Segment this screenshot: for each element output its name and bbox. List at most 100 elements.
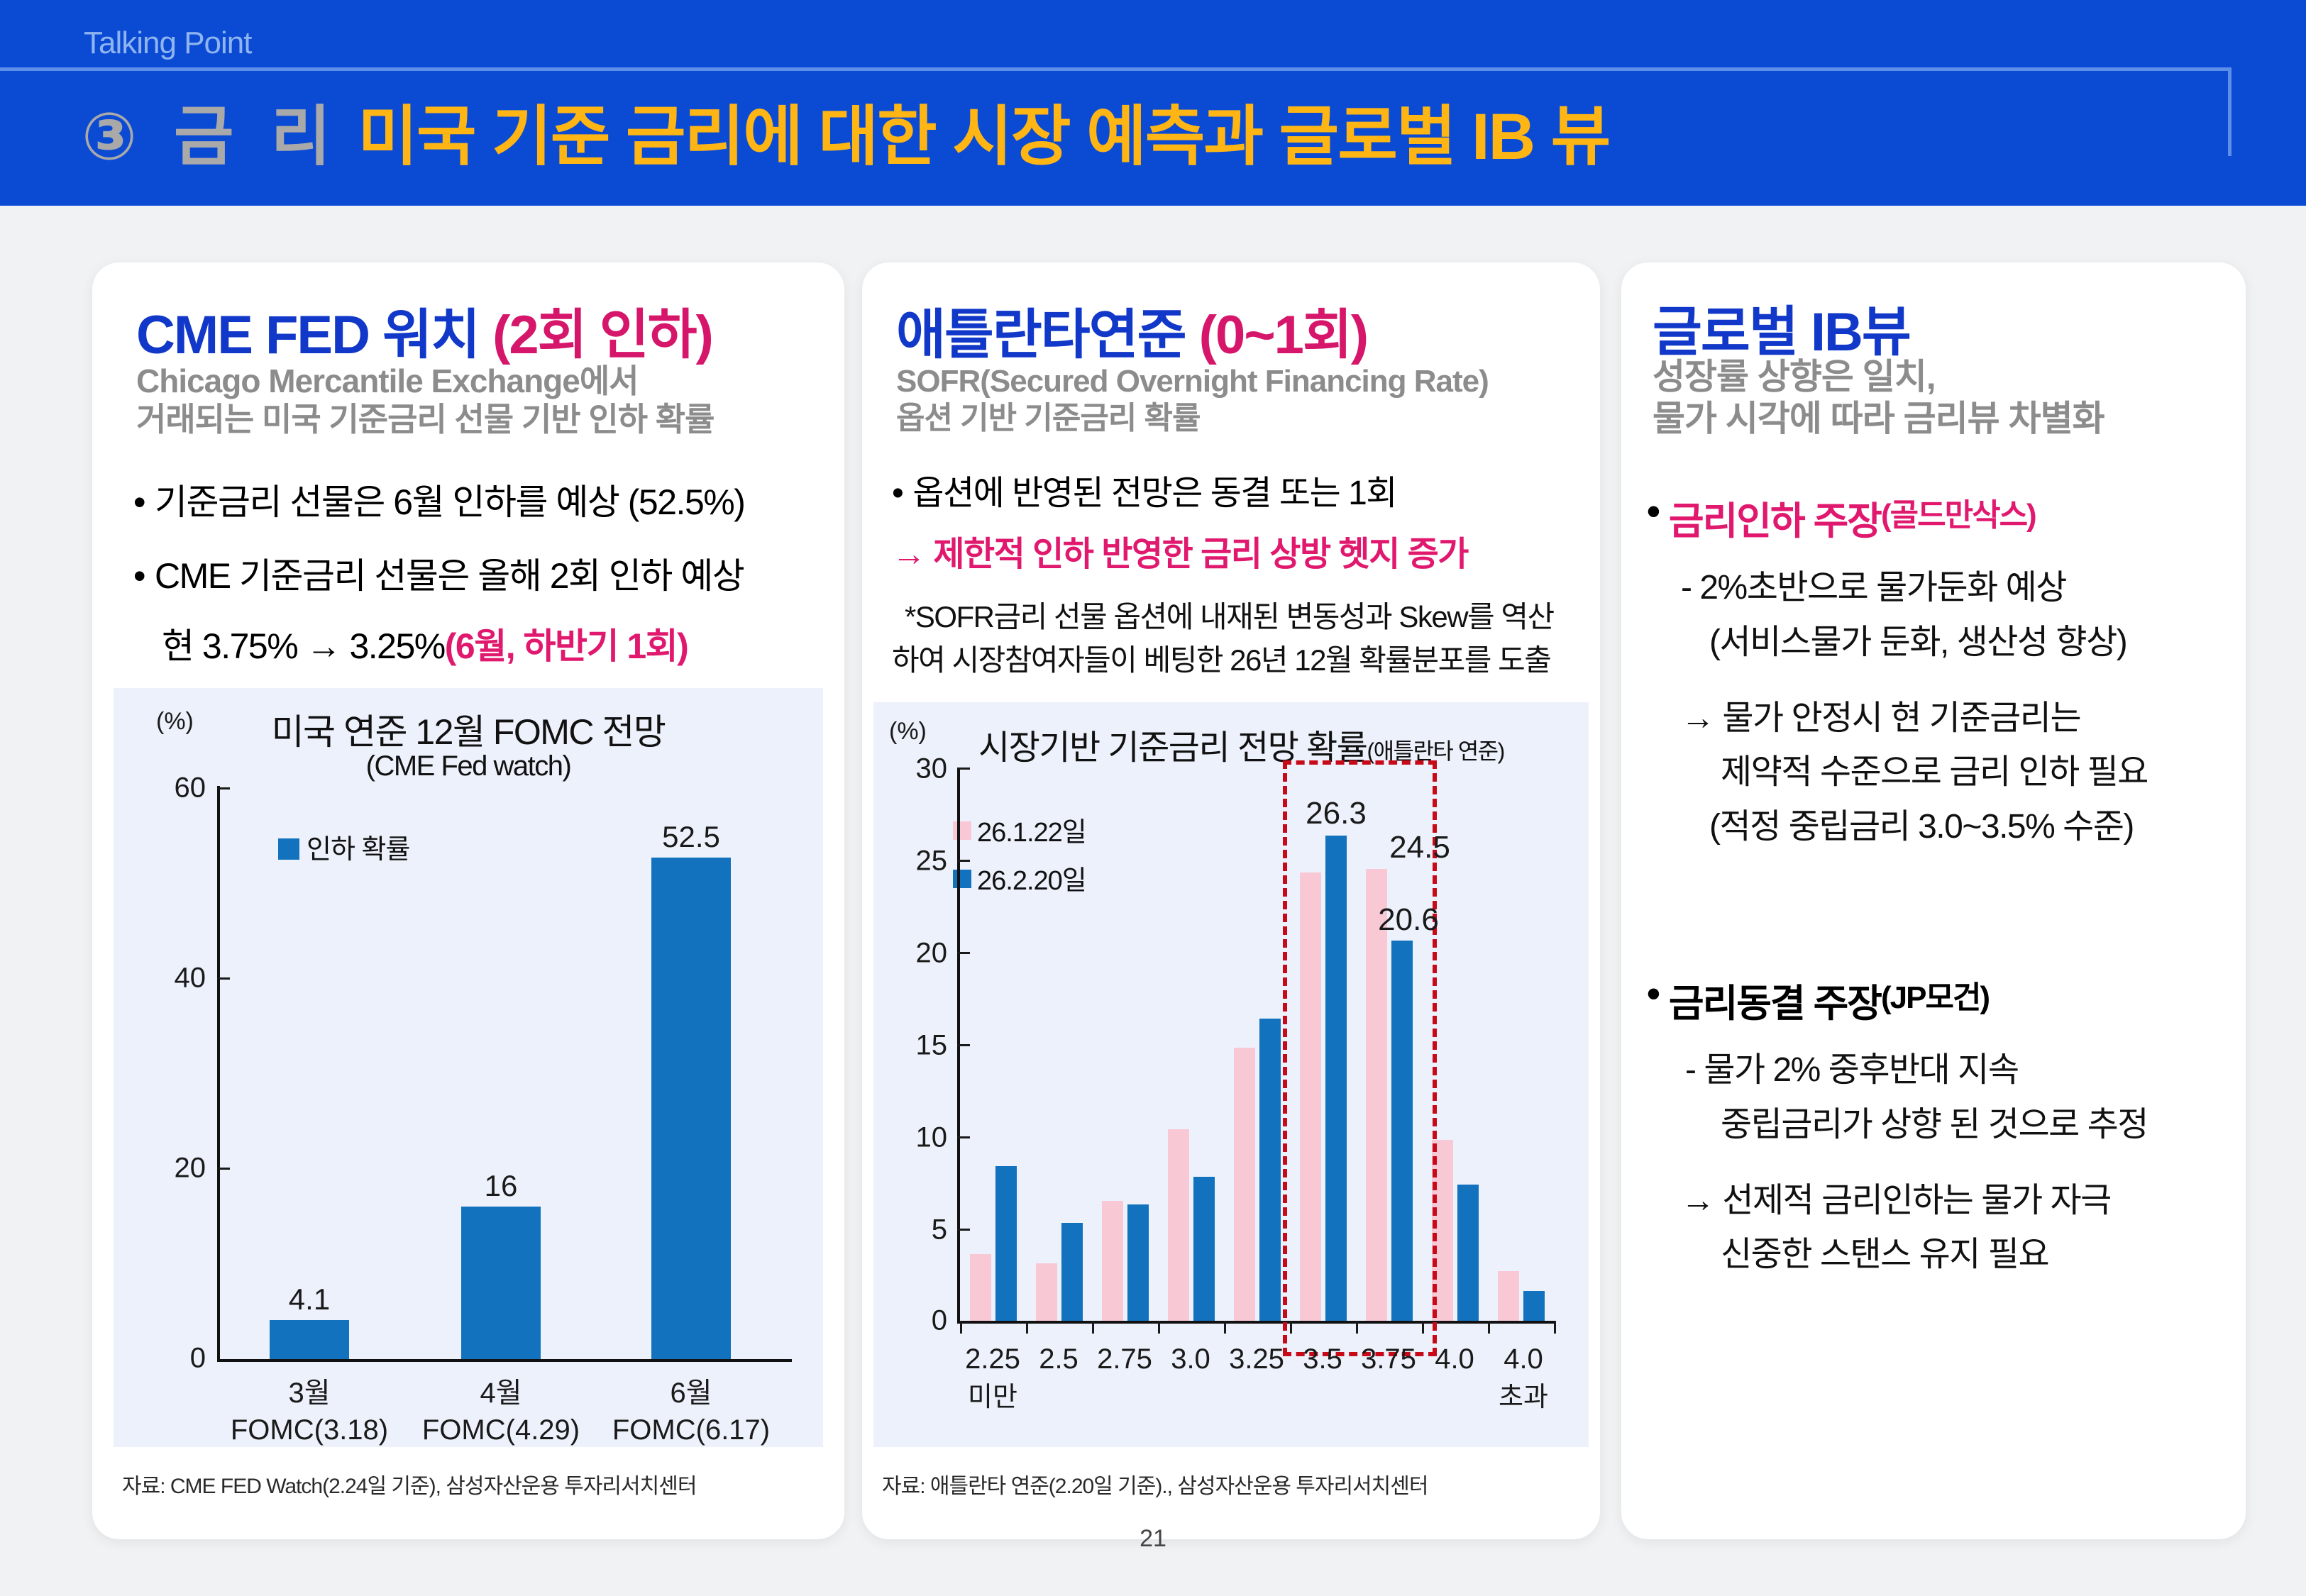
chart2-bar-40over-a (1498, 1271, 1519, 1321)
chart2-tick-10 (957, 1136, 970, 1138)
chart2-ytick-15: 15 (915, 1029, 948, 1061)
chart2-bar-375-b (1391, 941, 1413, 1321)
page-number: 21 (1140, 1525, 1166, 1552)
chart2-xtick-2 (1092, 1321, 1094, 1334)
panel3-item2-lines: - 물가 2% 중후반대 지속 중립금리가 상향 된 것으로 추정 → 선제적 … (1647, 1043, 2236, 1282)
chart2-xcat-275: 2.75 (1097, 1343, 1152, 1375)
panel1-bullet-2-line2: 현 3.75% → 3.25% (6월, 하반기 1회) (162, 619, 744, 675)
chart1-title: 미국 연준 12월 FOMC 전망 (271, 712, 666, 752)
chart2-xcat-225: 2.25 (965, 1343, 1020, 1375)
chart2-unit-label: (%) (889, 718, 927, 745)
chart1-xcat-mar-l2: FOMC(3.18) (230, 1414, 389, 1446)
chart1-unit-label: (%) (156, 708, 194, 735)
chart2-legend-swatch-1 (953, 821, 971, 840)
chart2-bar-40over-b (1523, 1291, 1545, 1321)
chart1-legend-swatch (278, 838, 299, 860)
chart2-tick-30 (957, 767, 970, 770)
chart1-xcat-apr-l2: FOMC(4.29) (421, 1414, 580, 1446)
panel1-title-main: CME FED 워치 (136, 305, 480, 365)
chart2-xcat-30: 3.0 (1171, 1343, 1210, 1375)
panel1-subtitle-line1: Chicago Mercantile Exchange에서 (136, 362, 639, 399)
chart2-xsub-225: 미만 (968, 1382, 1017, 1412)
chart2-ytick-30: 30 (915, 753, 948, 785)
chart2-tick-15 (957, 1044, 970, 1046)
chart1-xcat-mar: 3월 FOMC(3.18) (231, 1375, 388, 1448)
panel2-title-paren: (0~1회) (1198, 305, 1369, 365)
panel3-item-1: • 금리인하 주장 (골드만삭스) - 2%초반으로 물가둔화 예상 (서비스물… (1647, 489, 2236, 855)
panel-atlanta-fed: 애틀란타연준 (0~1회) SOFR(Secured Overnight Fin… (862, 262, 1600, 1539)
panel1-bullet-1: • 기준금리 선물은 6월 인하를 예상 (52.5%) (133, 475, 746, 531)
bullet-dot-icon: • (1647, 972, 1660, 1015)
chart2-xtick-6 (1356, 1321, 1358, 1334)
chart1-ytick-40: 40 (174, 962, 206, 994)
panel3-item1-head-b: (골드만삭스) (1881, 498, 2037, 533)
chart2-xcat-325: 3.25 (1229, 1343, 1284, 1375)
chart1-x-axis (217, 1359, 792, 1362)
chart2-ytick-0: 0 (931, 1304, 947, 1336)
chart2-xcat-25: 2.5 (1039, 1343, 1078, 1375)
panel1-bullet-1-text: 기준금리 선물은 6월 인하를 예상 (52.5%) (155, 482, 746, 522)
panel2-subtitle: SOFR(Secured Overnight Financing Rate) 옵… (896, 363, 1489, 437)
panel3-item1-line5: (적정 중립금리 3.0~3.5% 수준) (1709, 808, 2134, 846)
panel2-bullet-1-text: 옵션에 반영된 전망은 동결 또는 1회 (912, 475, 1397, 512)
chart2-bar-30-a (1168, 1129, 1189, 1321)
panel2-bullets: • 옵션에 반영된 전망은 동결 또는 1회 → 제한적 인하 반영한 금리 상… (892, 468, 1469, 580)
panel2-arrow-note: → 제한적 인하 반영한 금리 상방 헷지 증가 (892, 536, 1469, 573)
chart2-plot-area: 26.3 24.5 20.6 (960, 760, 1555, 1356)
chart1-label-apr: 16 (484, 1169, 518, 1202)
panel3-item-2: • 금리동결 주장 (JP모건) - 물가 2% 중후반대 지속 중립금리가 상… (1647, 972, 2236, 1282)
panel3-item2-head-b: (JP모건) (1881, 980, 1990, 1015)
bullet-dot-icon: • (892, 475, 904, 512)
chart2-ytick-10: 10 (915, 1121, 948, 1153)
chart1-bar-jun (651, 858, 731, 1359)
chart2-bar-325-b (1259, 1019, 1281, 1321)
page-title: ③ 금 리 미국 기준 금리에 대한 시장 예측과 글로벌 IB 뷰 (82, 84, 1611, 178)
eyebrow-label: Talking Point (84, 26, 252, 60)
panel3-item2-line1: - 물가 2% 중후반대 지속 (1685, 1051, 2019, 1089)
panel3-subtitle-line2: 물가 시각에 따라 금리뷰 차별화 (1653, 399, 2105, 438)
panel3-item2-head: • 금리동결 주장 (JP모건) (1647, 972, 2236, 1028)
panel2-title: 애틀란타연준 (0~1회) (896, 291, 1369, 369)
chart1-bar-apr (461, 1207, 541, 1359)
chart2-bar-325-a (1234, 1048, 1255, 1321)
panel3-item1-head-a: 금리인하 주장 (1668, 500, 1882, 543)
chart2-xtick-1 (1026, 1321, 1028, 1334)
chart1-xcat-jun-l2: FOMC(6.17) (612, 1414, 771, 1446)
chart2-tick-5 (957, 1229, 970, 1231)
panel2-subtitle-line2: 옵션 기반 기준금리 확률 (896, 400, 1201, 436)
chart2-label-263: 26.3 (1306, 796, 1367, 831)
chart-fomc-outlook: (%) 미국 연준 12월 FOMC 전망 (CME Fed watch) 인하… (114, 688, 823, 1447)
chart2-legend-swatch-2 (953, 870, 971, 888)
chart2-bar-35-b (1325, 836, 1347, 1321)
chart2-bar-275-b (1127, 1204, 1149, 1321)
panel3-item1-lines: - 2%초반으로 물가둔화 예상 (서비스물가 둔화, 생산성 향상) → 물가… (1647, 561, 2236, 855)
section-number: ③ 금 리 (82, 99, 338, 174)
chart1-y-axis (217, 786, 220, 1361)
chart2-highlight-box (1283, 760, 1437, 1356)
chart2-x-axis (957, 1321, 1555, 1324)
panel2-subtitle-line1: SOFR(Secured Overnight Financing Rate) (896, 364, 1489, 399)
panel1-rate-note: (6월, 하반기 1회) (444, 626, 689, 666)
panel3-subtitle-line1: 성장률 상향은 일치, (1653, 357, 1936, 397)
panel1-title-paren: (2회 인하) (492, 305, 714, 365)
chart2-tick-20 (957, 952, 970, 954)
panel3-subtitle: 성장률 상향은 일치, 물가 시각에 따라 금리뷰 차별화 (1653, 356, 2105, 440)
header-divider-vertical (2228, 67, 2231, 156)
chart1-ytick-20: 20 (174, 1152, 206, 1184)
chart1-label-jun: 52.5 (662, 820, 720, 853)
chart1-tick-20 (217, 1168, 230, 1170)
chart2-xcat-375: 3.75 (1361, 1343, 1416, 1375)
chart2-ytick-20: 20 (915, 937, 948, 969)
panel1-subtitle: Chicago Mercantile Exchange에서 거래되는 미국 기준… (136, 362, 715, 439)
chart2-xcat-40over: 4.0 (1504, 1343, 1543, 1375)
chart2-legend-label-1: 26.1.22일 (977, 818, 1087, 848)
bullet-dot-icon: • (133, 555, 146, 596)
panel3-title: 글로벌 IB뷰 (1653, 302, 1911, 362)
chart2-xtick-0 (960, 1321, 962, 1334)
chart2-xtick-7 (1422, 1321, 1424, 1334)
chart1-plot-area: 4.1 16 52.5 (220, 786, 792, 1359)
panel-cme-fed-watch: CME FED 워치 (2회 인하) Chicago Mercantile Ex… (92, 262, 844, 1539)
panel3-item2-head-a: 금리동결 주장 (1668, 982, 1882, 1025)
bullet-dot-icon: • (1647, 490, 1660, 533)
panel1-subtitle-line2: 거래되는 미국 기준금리 선물 기반 인하 확률 (136, 401, 715, 438)
